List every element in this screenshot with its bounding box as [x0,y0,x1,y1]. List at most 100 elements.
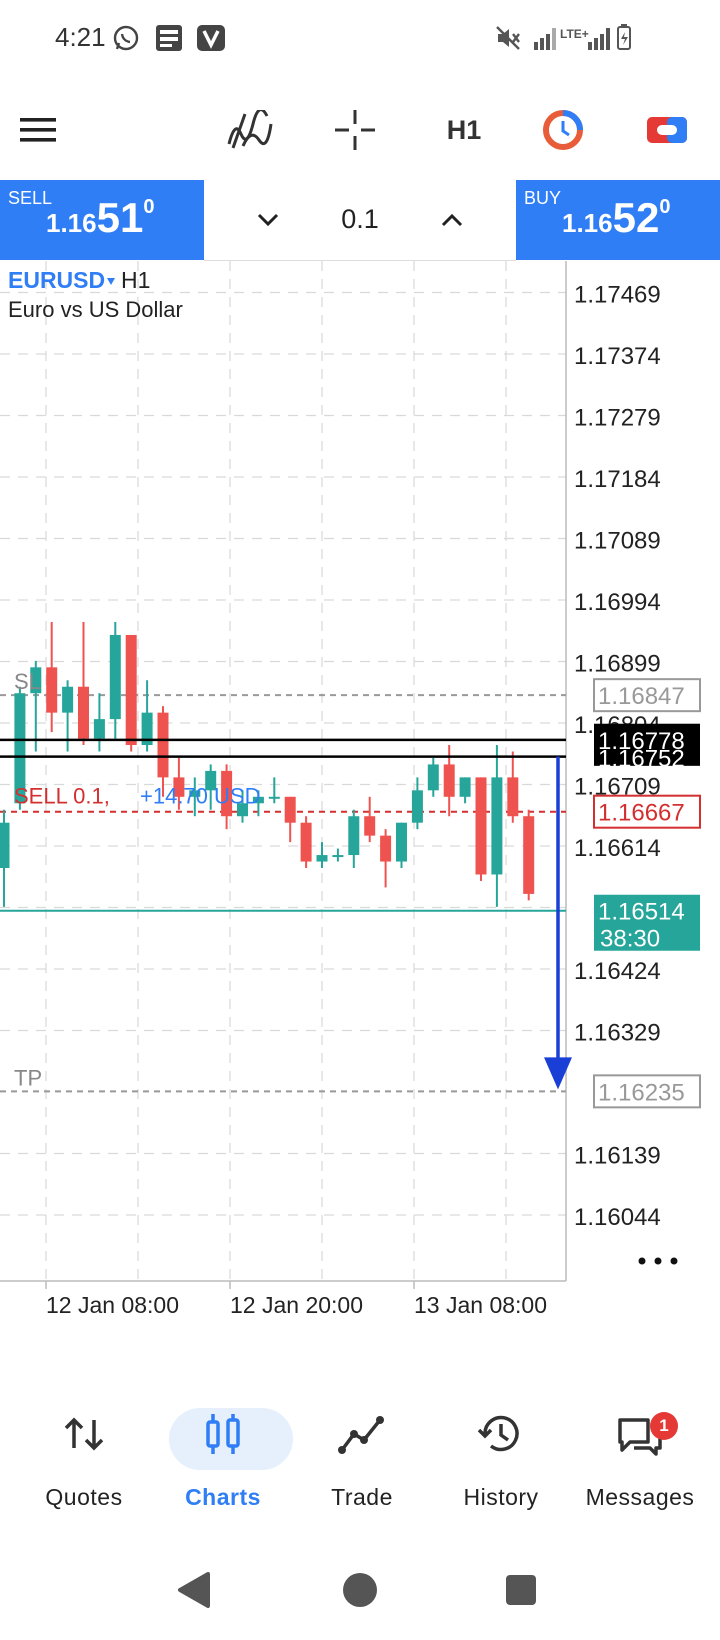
time-axis-label: 12 Jan 20:00 [230,1292,363,1318]
tp-price-tag-box [593,1074,701,1109]
sell-price-sup: 0 [143,196,155,218]
candle-body [78,686,89,739]
more-dot [638,1257,646,1265]
symbol-label: EURUSD [8,267,105,293]
candle-body [237,803,248,817]
line2-price-text: 1.16752 [598,746,685,773]
candle-body [14,693,26,804]
recents-icon[interactable] [504,1572,538,1608]
symbol-description: Euro vs US Dollar [8,297,183,322]
buy-price-small: 1.16 [562,208,613,238]
status-bar: 4:21 LTE+ [0,0,720,75]
indicators-button[interactable] [225,105,275,155]
candle-body [205,770,217,791]
chart-toolbar: H1 [0,85,720,175]
candle-body [459,777,471,797]
nav-quotes[interactable]: Quotes [12,1400,156,1530]
dropdown-icon [107,278,115,285]
chart-levels [0,694,566,1093]
nav-label: Trade [331,1484,393,1510]
timeframe-label: H1 [121,267,150,293]
price-axis-label: 1.17374 [574,343,661,370]
candle-body [109,634,121,720]
order-price-tag: 1.16667 [593,794,701,829]
line1-price-text: 1.16778 [598,728,685,755]
chart-canvas[interactable]: 1.17469 1.17374 1.17279 1.17184 1.17089 1.169… [0,261,720,1346]
time-axis: 12 Jan 08:00 12 Jan 20:00 13 Jan 08:00 [45,1281,547,1318]
crosshair-button[interactable] [330,105,380,155]
candle-body [443,764,455,797]
back-icon[interactable] [176,1570,212,1610]
volume-value[interactable]: 0.1 [341,204,379,234]
sell-button[interactable]: SELL 1.16510 [0,180,204,260]
home-icon[interactable] [342,1570,378,1610]
candle-body [268,796,280,799]
price-axis-label: 1.16899 [574,651,661,678]
candle-body [189,790,201,797]
buy-button[interactable]: BUY 1.16520 [516,180,720,260]
charts-icon [193,1410,253,1460]
crosshair-icon [335,110,375,150]
price-axis-label: 1.17279 [574,405,661,432]
price-axis-label: 1.16139 [574,1143,661,1170]
candle-body [348,816,360,856]
candle-body [396,822,407,862]
menu-button[interactable] [14,105,64,155]
candle-body [173,777,185,797]
menu-icon [20,118,56,142]
status-time: 4:21 [55,22,106,52]
volume-decrease-button[interactable] [248,198,288,238]
countdown-text: 38:30 [600,926,660,953]
sl-label: SL [14,669,41,694]
nav-messages[interactable]: 1 Messages [568,1400,712,1530]
candle-body [252,796,264,804]
order-price-tag-box [593,794,701,829]
chart-grid [0,261,567,1282]
v-app-icon [197,25,225,51]
nav-trade[interactable]: Trade [290,1400,434,1530]
one-click-trade-panel: SELL 1.16510 0.1 BUY 1.16520 [0,180,720,261]
price-axis-label: 1.17184 [574,466,661,493]
candle-body [93,719,105,739]
candle-body [284,796,296,823]
sell-label: SELL [8,188,53,208]
order-price-tag-text: 1.16667 [598,800,685,827]
whatsapp-icon [113,25,139,51]
tp-price-tag-text: 1.16235 [598,1079,685,1106]
sl-price-tag-box [593,678,701,713]
objects-button[interactable] [538,105,588,155]
buy-price: 1.16520 [562,194,670,242]
more-dot [670,1257,678,1265]
volume-increase-button[interactable] [432,198,472,238]
nav-label: Charts [185,1484,261,1510]
price-chart[interactable]: 1.17469 1.17374 1.17279 1.17184 1.17089 1.169… [0,261,720,1346]
candle-body [141,712,153,746]
buy-label: BUY [524,188,562,208]
candle-body [380,835,392,862]
one-click-trading-button[interactable] [642,105,692,155]
nav-history[interactable]: History [429,1400,573,1530]
timeframe-button[interactable]: H1 [446,114,482,145]
candle-body [523,816,535,894]
candle-body [507,777,519,817]
volume-control: 0.1 [204,180,516,261]
price-axis-label: 1.16994 [574,589,661,616]
candles [0,622,535,907]
candle-body [30,667,42,694]
candle-body [62,686,74,713]
candle-body [0,822,10,869]
chevron-up-icon [441,213,463,227]
order-profit: +14.70 USD [140,784,260,809]
sell-price-small: 1.16 [46,208,97,238]
line1-price-bg [594,723,700,748]
mute-icon [496,26,520,50]
candle-body [411,790,423,823]
nav-label: Messages [585,1484,695,1510]
fastbull-icon [156,25,182,51]
trade-icon [332,1410,392,1460]
time-axis-label: 13 Jan 08:00 [414,1292,547,1318]
sell-price: 1.16510 [46,194,154,242]
nav-charts[interactable]: Charts [151,1400,295,1530]
candle-body [221,770,233,817]
